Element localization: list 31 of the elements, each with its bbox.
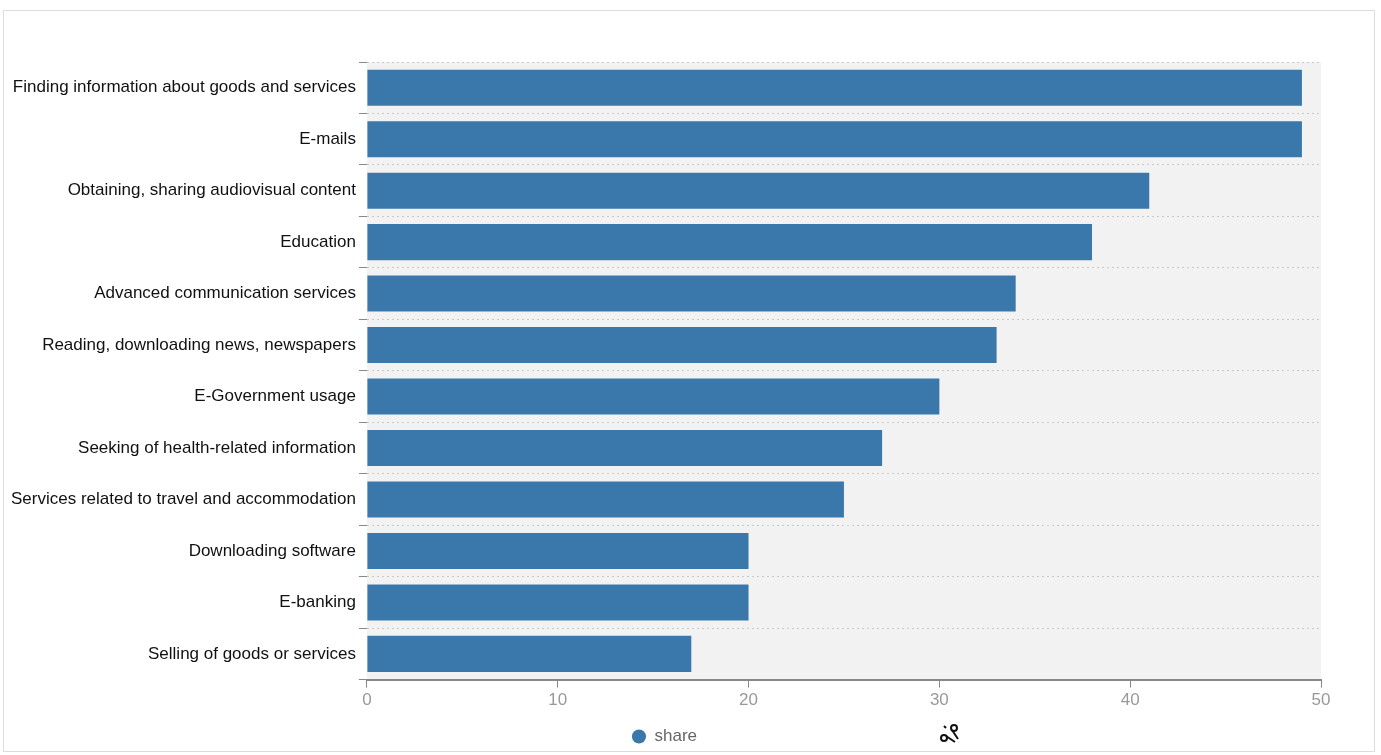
x-tick-label: 20 [739,690,758,710]
x-tick-label: 0 [362,690,372,710]
x-tick-label: 10 [548,690,568,710]
bar [367,429,883,467]
bar [367,121,1302,158]
y-tick-label: E-banking [279,592,356,612]
legend-label: share [654,726,698,746]
y-tick-label: E-mails [299,128,356,148]
x-tick-label: 50 [1311,690,1331,710]
y-tick-label: Services related to travel and accommodation [10,489,356,509]
bar [367,584,749,621]
bar [367,69,1302,106]
bar [367,275,1016,312]
bar [367,481,844,518]
y-tick-label: Finding information about goods and services [12,77,356,97]
y-tick-label: Seeking of health-related information [78,437,356,457]
bar [367,327,997,364]
y-tick-label: Advanced communication services [94,283,356,303]
bar [367,378,940,415]
y-tick-label: Selling of goods or services [148,643,356,663]
x-tick-label: 40 [1120,690,1140,710]
bar [367,172,1150,209]
bar [367,635,692,672]
bar [367,532,749,569]
y-tick-label: Education [280,231,356,251]
y-tick-label: Reading, downloading news, newspapers [42,334,356,354]
y-tick-label: Downloading software [188,540,356,560]
y-tick-label: E-Government usage [194,386,356,406]
y-tick-label: Obtaining, sharing audiovisual content [67,180,357,200]
x-tick-label: 30 [929,690,949,710]
bar [367,224,1093,261]
